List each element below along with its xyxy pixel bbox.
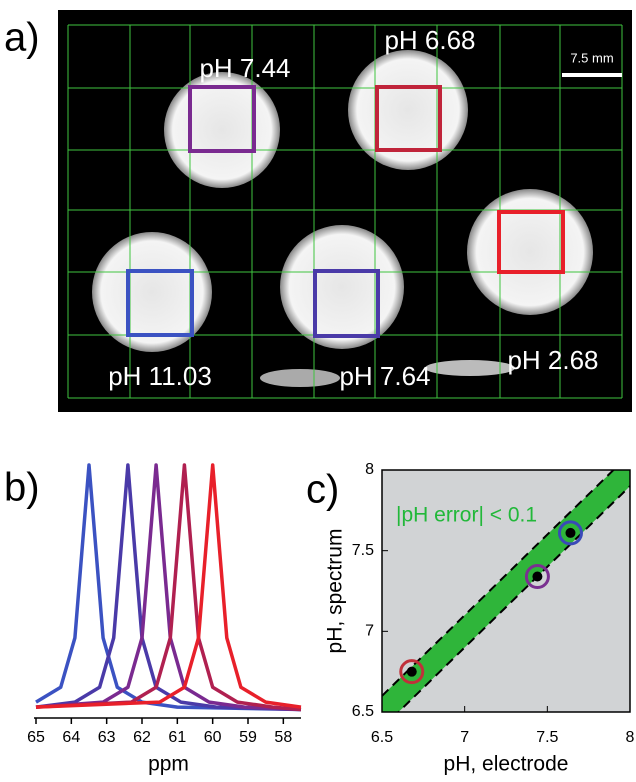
x-tick-label: 59 bbox=[239, 729, 257, 746]
sample-disk bbox=[164, 72, 280, 188]
spectrum-line bbox=[35, 463, 302, 712]
y-tick-label: 6.5 bbox=[352, 703, 374, 720]
x-tick-label: 64 bbox=[62, 729, 80, 746]
panel-label: a) bbox=[4, 16, 40, 60]
sample-disk bbox=[92, 232, 212, 352]
annotation: |pH error| < 0.1 bbox=[396, 504, 537, 527]
point-ring bbox=[399, 659, 425, 685]
spectrum-line bbox=[35, 463, 302, 712]
error-bound bbox=[397, 485, 630, 712]
point bbox=[406, 666, 417, 677]
x-tick-label: 6.5 bbox=[371, 729, 393, 746]
x-tick-label: 65 bbox=[27, 729, 45, 746]
x-axis-title: ppm bbox=[148, 753, 189, 776]
x-tick-label: 7 bbox=[460, 729, 469, 746]
sample-disk bbox=[467, 189, 593, 315]
spectrum-line bbox=[35, 463, 302, 712]
y-tick-label: 7 bbox=[365, 623, 374, 640]
point bbox=[565, 527, 576, 538]
scale-label: 7.5 mm bbox=[570, 50, 613, 65]
x-tick-label: 7.5 bbox=[536, 729, 558, 746]
sample-label: pH 7.44 bbox=[199, 53, 290, 83]
artifact bbox=[260, 369, 340, 387]
x-tick-label: 58 bbox=[274, 729, 292, 746]
y-tick-label: 8 bbox=[365, 461, 374, 478]
spectrum-line bbox=[35, 463, 302, 709]
sample-label: pH 6.68 bbox=[384, 25, 475, 55]
point bbox=[532, 571, 543, 582]
panel-label: c) bbox=[306, 468, 339, 512]
error-bound bbox=[382, 470, 615, 697]
y-tick-label: 7.5 bbox=[352, 542, 374, 559]
roi-squares bbox=[126, 85, 565, 338]
sample-label: pH 11.03 bbox=[108, 361, 212, 391]
artifact bbox=[425, 360, 515, 376]
x-tick-label: 62 bbox=[133, 729, 151, 746]
x-axis-title: pH, electrode bbox=[444, 753, 569, 776]
x-tick-label: 8 bbox=[626, 729, 635, 746]
y-axis-title: pH, spectrum bbox=[324, 529, 347, 654]
sample-disk bbox=[280, 225, 404, 349]
panel-label: b) bbox=[4, 466, 40, 510]
mri-image: 7.5 mm pH 7.44 pH 6.68 pH 11.03 pH 7.64 … bbox=[58, 10, 632, 412]
x-tick-label: 61 bbox=[168, 729, 186, 746]
plot-frame bbox=[381, 469, 631, 713]
sample-label: pH 2.68 bbox=[507, 345, 598, 375]
spectrum-line bbox=[35, 463, 302, 712]
point-ring bbox=[557, 520, 583, 546]
x-tick-label: 60 bbox=[204, 729, 222, 746]
sample-label: pH 7.64 bbox=[339, 361, 430, 391]
x-tick-label: 63 bbox=[98, 729, 116, 746]
point-ring bbox=[524, 563, 550, 589]
